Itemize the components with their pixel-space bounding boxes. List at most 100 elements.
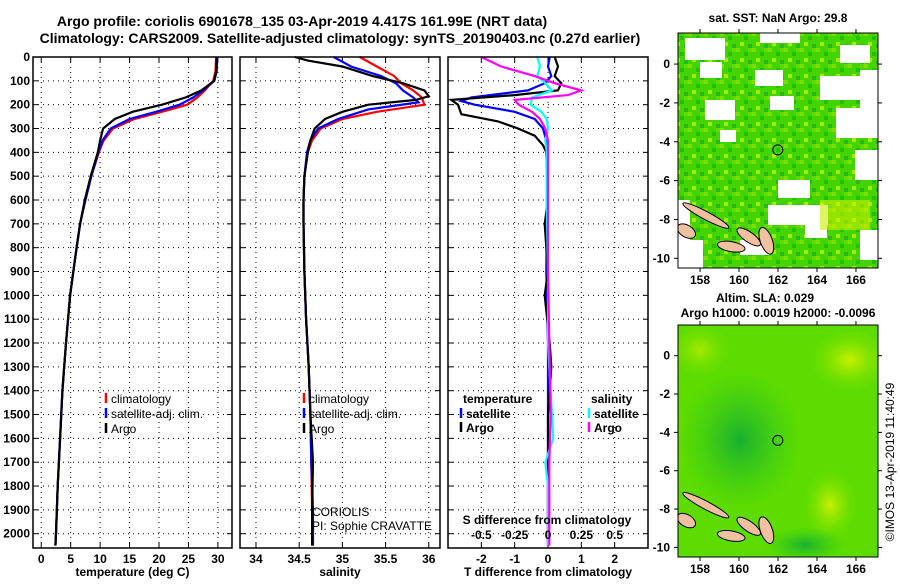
no-data-region [770,96,794,110]
sla-low [680,370,800,510]
x-tick-label: 164 [807,562,827,576]
legend-label: climatology [111,392,171,406]
legend-label: Argo [594,421,622,435]
x-tick-label: 0 [38,552,45,566]
s-tick-label: 0.5 [606,528,623,542]
series-line-climatology [54,56,218,546]
island [682,492,730,519]
y-tick-label: 1300 [3,360,30,374]
y-tick-label: 1000 [3,288,30,302]
s-tick-label: -0.5 [471,528,492,542]
x-tick-label: 1 [578,552,585,566]
x-tick-label: 20 [152,552,166,566]
y-tick-label: 900 [10,265,30,279]
island [716,240,746,253]
x-axis-label: temperature (deg C) [75,565,189,579]
no-data-region [685,38,725,60]
x-tick-label: -1 [509,552,520,566]
no-data-region [840,45,870,63]
pi-text: PI: Sophie CRAVATTE [312,519,432,533]
map-field [678,325,878,557]
y-tick-label: -4 [659,425,670,439]
x-tick-label: 34 [249,552,263,566]
x-tick-label: 160 [729,562,749,576]
plot-frame [447,56,649,549]
y-tick-label: -2 [659,387,670,401]
s-axis-label: S difference from climatology [463,513,632,527]
x-tick-label: 0 [545,552,552,566]
panel-difference: -2 -1 0 1 2T difference from climatology temp… [447,56,649,579]
y-tick-label: 1600 [3,431,30,445]
s-tick-label: 0.25 [570,528,594,542]
x-tick-label: 10 [93,552,107,566]
map-field [678,33,878,268]
map-sst_map: 158 160 162 164 166 0 -2 -4 -6 -8 -10 sat. SST: NaN… [653,11,882,287]
y-tick-label: 1800 [3,479,30,493]
y-tick-label: -4 [659,135,670,149]
y-tick-label: 1700 [3,455,30,469]
credit-text: CORIOLIS [312,505,369,519]
no-data-region [755,70,783,86]
series-line-argo [54,56,218,546]
island [736,516,762,536]
legend-label: satellite [594,407,639,421]
x-tick-label: 162 [768,273,788,287]
island [736,227,762,247]
no-data-region [860,230,878,260]
island [716,529,746,542]
plot-frame [32,56,233,549]
y-tick-label: 200 [10,98,30,112]
y-tick-label: 1200 [3,336,30,350]
no-data-region [720,130,736,142]
x-tick-label: 5 [67,552,74,566]
y-tick-label: -6 [659,174,670,188]
y-tick-label: -2 [659,96,670,110]
no-data-region [860,70,878,110]
y-tick-label: 500 [10,169,30,183]
island [682,202,730,229]
warm-patch [820,200,870,230]
x-tick-label: 15 [123,552,137,566]
y-tick-label: -8 [659,502,670,516]
map-sla_map: 158 160 162 164 166 0 -2 -4 -6 -8 -10 Altim. SLA: 0… [653,291,882,576]
x-tick-label: 35 [336,552,350,566]
no-data-region [855,150,878,180]
legend-label: satellite-adj. clim. [111,407,203,421]
sla-low [765,527,845,557]
no-data-region [705,100,735,120]
map-title: sat. SST: NaN Argo: 29.8 [709,11,848,25]
argo-position-marker [772,144,784,156]
argo-position-marker [772,434,784,446]
figure-title-line1: Argo profile: coriolis 6901678_135 03-Ap… [57,13,547,29]
x-axis-label: salinity [319,565,361,579]
x-tick-label: 158 [690,562,710,576]
y-tick-label: 1400 [3,384,30,398]
x-tick-label: 2 [611,552,618,566]
series-line-argo [294,55,431,546]
y-tick-label: 400 [10,145,30,159]
y-tick-label: -8 [659,212,670,226]
legend-label: Argo [309,422,335,436]
island [678,223,697,239]
no-data-region [678,240,703,268]
x-tick-label: 36 [422,552,436,566]
x-tick-label: 30 [211,552,225,566]
panel-temperature: 0100200300400500600700800900100011001200… [3,50,233,579]
x-tick-label: 166 [846,273,866,287]
y-tick-label: 0 [663,57,670,71]
y-tick-label: 0 [23,50,30,64]
legend-label: satellite [466,407,511,421]
imos-stamp: ©IMOS 13-Apr-2019 11:40:49 [883,382,897,541]
s-tick-label: -0.25 [501,528,529,542]
map-title: Altim. SLA: 0.029 [716,291,814,305]
sla-high [678,325,735,380]
y-tick-label: -10 [653,251,671,265]
plot-frame [239,56,441,549]
x-tick-label: 158 [690,273,710,287]
x-tick-label: 35.5 [374,552,398,566]
y-tick-label: 100 [10,74,30,88]
no-data-region [836,108,878,138]
y-tick-label: 600 [10,193,30,207]
legend-label: Argo [111,422,137,436]
